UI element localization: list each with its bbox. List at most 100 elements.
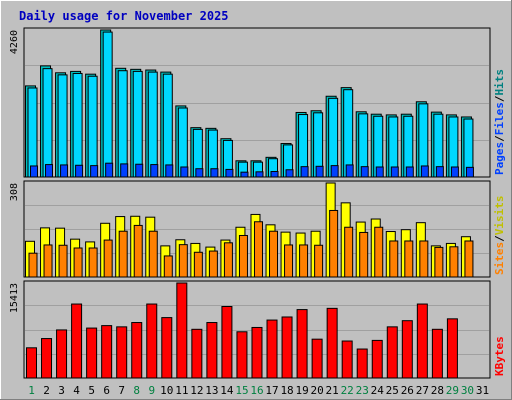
bar-files xyxy=(42,68,53,178)
bar-sites xyxy=(193,251,203,278)
bar-files xyxy=(57,74,68,178)
bar-sites xyxy=(329,209,339,278)
bar-kbytes xyxy=(131,322,143,379)
bar-pages xyxy=(60,164,69,178)
x-tick-label: 3 xyxy=(58,384,65,397)
bar-sites xyxy=(148,230,158,278)
bar-kbytes xyxy=(371,339,383,379)
bar-pages xyxy=(210,168,219,178)
bar-sites xyxy=(359,231,369,278)
bar-pages xyxy=(420,165,429,178)
x-tick-label: 9 xyxy=(148,384,155,397)
x-tick-label: 4 xyxy=(73,384,80,397)
bar-kbytes xyxy=(281,316,293,379)
bar-sites xyxy=(389,240,399,278)
bar-pages xyxy=(165,164,174,178)
x-tick-label: 29 xyxy=(446,384,459,397)
bar-kbytes xyxy=(101,325,113,379)
bar-sites xyxy=(28,252,38,278)
bar-kbytes xyxy=(251,326,263,379)
bar-pages xyxy=(180,166,189,178)
legend-hits-files-pages: Pages/Files/Hits xyxy=(493,69,506,175)
bar-pages xyxy=(285,169,294,178)
bar-pages xyxy=(360,166,369,178)
bar-kbytes xyxy=(416,303,428,379)
bar-files xyxy=(72,72,83,178)
bar-kbytes xyxy=(206,322,218,379)
bar-sites xyxy=(223,242,233,278)
x-tick-label: 23 xyxy=(356,384,369,397)
x-axis-day-labels: 1 2 3 4 5 6 7 8 9 10 11 12 13 14 15 16 17 18 19 20 21 22 23 24 2… xyxy=(28,384,489,397)
x-tick-label: 8 xyxy=(133,384,140,397)
bar-pages xyxy=(45,164,54,178)
legend-entry-separator: / xyxy=(493,135,506,142)
bar-pages xyxy=(195,168,204,178)
bar-pages xyxy=(465,166,474,178)
x-tick-label: 19 xyxy=(295,384,308,397)
x-tick-label: 17 xyxy=(265,384,278,397)
max-label-kbytes: 15413 xyxy=(9,283,20,313)
legend-entry-pages: Pages xyxy=(493,142,506,175)
x-tick-label: 7 xyxy=(118,384,125,397)
bar-pages xyxy=(255,171,264,178)
bar-pages xyxy=(30,165,38,178)
bar-kbytes xyxy=(341,340,353,379)
bar-files xyxy=(87,75,98,178)
bar-sites xyxy=(238,234,248,278)
bar-sites xyxy=(118,230,128,278)
bar-pages xyxy=(435,166,444,178)
legend-entry-sites: Sites xyxy=(493,242,506,275)
legend-entry-hits: Hits xyxy=(493,69,506,96)
x-tick-label: 5 xyxy=(88,384,95,397)
bar-pages xyxy=(450,166,459,178)
bar-files xyxy=(102,31,113,178)
max-label-hits-files-pages: 4260 xyxy=(9,30,20,54)
bar-kbytes xyxy=(86,327,98,379)
bar-kbytes xyxy=(116,326,128,379)
legend-visits-sites: Sites/Visits xyxy=(493,196,506,276)
bar-kbytes xyxy=(311,338,323,379)
bar-files xyxy=(132,70,143,178)
x-tick-label: 6 xyxy=(103,384,110,397)
x-tick-label: 30 xyxy=(461,384,474,397)
x-tick-label: 15 xyxy=(235,384,248,397)
bar-pages xyxy=(405,166,414,178)
bar-sites xyxy=(419,240,429,278)
bar-kbytes xyxy=(56,329,68,379)
legend-entry-kbytes: KBytes xyxy=(493,336,506,376)
bar-kbytes xyxy=(446,318,458,379)
x-tick-label: 20 xyxy=(311,384,324,397)
bar-pages xyxy=(120,163,129,178)
bar-sites xyxy=(253,221,263,278)
max-label-visits-sites: 308 xyxy=(9,183,20,201)
x-tick-label: 21 xyxy=(326,384,339,397)
x-tick-label: 13 xyxy=(205,384,218,397)
chart-title: Daily usage for November 2025 xyxy=(19,9,229,23)
panel-visits-sites: 308 Sites/Visits xyxy=(9,180,506,278)
bar-sites xyxy=(374,226,384,278)
bar-sites xyxy=(269,230,279,278)
x-tick-label: 26 xyxy=(401,384,414,397)
bar-sites xyxy=(163,255,173,278)
panel-kbytes: 15413 KBytes xyxy=(9,280,506,379)
bar-pages xyxy=(270,170,279,178)
x-tick-label: 18 xyxy=(280,384,293,397)
bar-pages xyxy=(390,166,399,178)
bar-sites xyxy=(314,244,324,278)
x-tick-label: 1 xyxy=(28,384,35,397)
bar-sites xyxy=(284,244,294,278)
x-tick-label: 27 xyxy=(416,384,429,397)
x-tick-label: 28 xyxy=(431,384,444,397)
bar-sites xyxy=(449,246,459,278)
bar-pages xyxy=(135,163,144,178)
bar-sites xyxy=(178,244,188,278)
x-tick-label: 12 xyxy=(190,384,203,397)
bar-files xyxy=(343,89,354,178)
bar-kbytes xyxy=(326,307,338,379)
legend-entry-files: Files xyxy=(493,102,506,135)
bar-sites xyxy=(299,244,309,278)
bar-kbytes xyxy=(356,348,368,379)
